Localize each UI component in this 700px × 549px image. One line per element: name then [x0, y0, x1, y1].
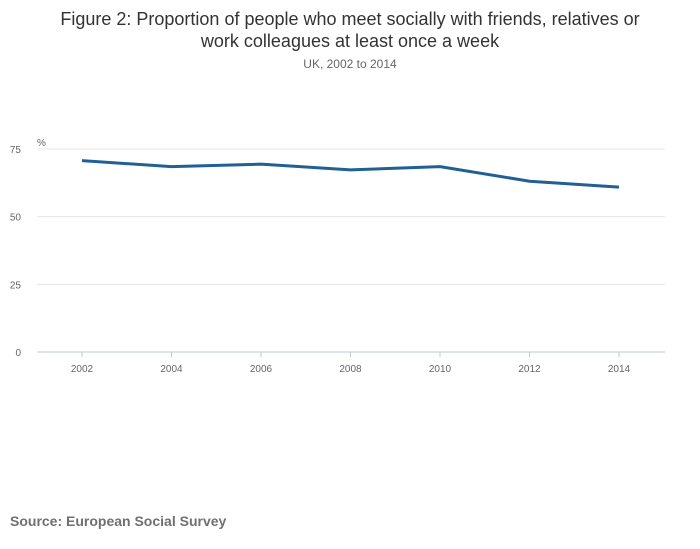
- x-tick-label: 2004: [160, 364, 183, 375]
- x-tick-label: 2010: [429, 364, 452, 375]
- x-tick-label: 2008: [339, 364, 362, 375]
- title-line-2: work colleagues at least once a week: [200, 31, 500, 51]
- y-axis-label: %: [37, 138, 46, 149]
- y-tick-label: 75: [10, 145, 22, 156]
- source-note: Source: European Social Survey: [10, 513, 227, 529]
- chart-title: Figure 2: Proportion of people who meet …: [0, 8, 700, 52]
- y-tick-label: 50: [10, 213, 22, 224]
- y-tick-label: 25: [10, 280, 22, 291]
- x-tick-label: 2012: [518, 364, 541, 375]
- x-tick-label: 2002: [71, 364, 94, 375]
- title-line-1: Figure 2: Proportion of people who meet …: [60, 9, 640, 29]
- x-tick-label: 2006: [250, 364, 273, 375]
- series-line-UK: [81, 159, 620, 189]
- y-tick-label: 0: [15, 348, 21, 359]
- x-tick-label: 2014: [608, 364, 631, 375]
- chart-subtitle: UK, 2002 to 2014: [303, 57, 397, 71]
